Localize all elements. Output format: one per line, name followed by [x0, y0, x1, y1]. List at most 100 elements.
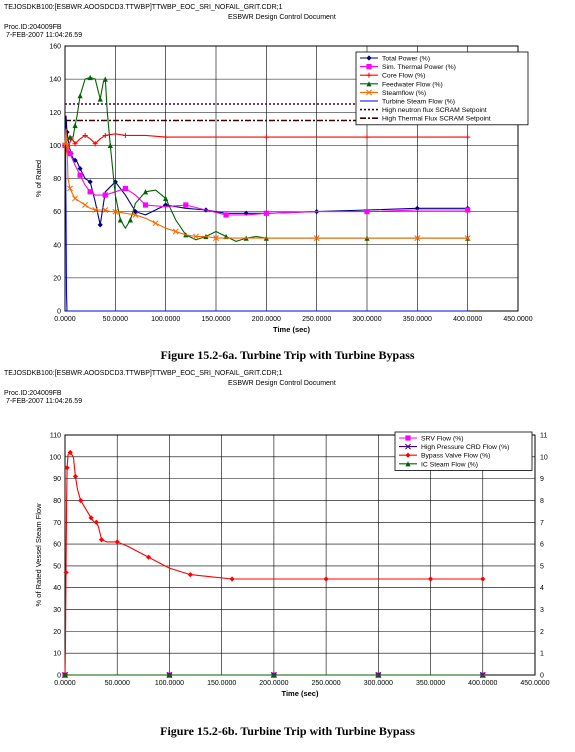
- chart-b-y-tick-label: 10: [53, 651, 61, 658]
- chart-b-y2-tick-label: 1: [540, 651, 544, 658]
- chart-a-point-steamflow: [414, 235, 421, 242]
- chart-a-point-core-flow: [364, 134, 370, 140]
- chart-a-x-tick-label: 350.0000: [403, 316, 432, 323]
- chart-a-point-feedwater-flow: [117, 217, 123, 223]
- chart-a-point-sim-thermal-power: [67, 151, 73, 157]
- chart-b-y-tick-label: 0: [57, 673, 61, 680]
- chart-a-point-steamflow: [67, 185, 73, 192]
- chart-a-point-feedwater-flow: [102, 76, 108, 82]
- chart-b-y-axis-label: % of Rated Vessel Steam Flow: [34, 503, 43, 607]
- chart-b-plot-area: [64, 434, 536, 676]
- chart-a-point-total-power: [72, 157, 78, 163]
- chart-a-y-tick-label: 0: [57, 309, 61, 316]
- chart-b-y2-tick-label: 3: [540, 607, 544, 614]
- chart-a-point-feedwater-flow: [127, 217, 134, 223]
- chart-b-point-bypass-valve-flow: [229, 576, 235, 582]
- chart-b-y-tick-label: 20: [53, 629, 61, 636]
- chart-a-point-core-flow: [465, 134, 471, 140]
- chart-a-legend-label: High Thermal Flux SCRAM Setpoint: [382, 116, 491, 123]
- chart-b-header-doc: ESBWR Design Control Document: [228, 380, 336, 387]
- chart-a-point-sim-thermal-power: [122, 185, 128, 192]
- chart-b-y2-tick-label: 2: [540, 629, 544, 636]
- chart-b-point-ic-steam-flow: [62, 672, 68, 678]
- chart-b-x-tick-label: 150.0000: [207, 680, 236, 687]
- chart-b-point-bypass-valve-flow: [145, 554, 152, 560]
- chart-a-line-sim-thermal-power: [64, 144, 468, 216]
- chart-a-point-total-power: [132, 209, 139, 215]
- chart-a-x-axis-label: Time (sec): [273, 325, 310, 334]
- chart-a-x-tick-label: 400.0000: [453, 316, 482, 323]
- chart-b-x-tick-label: 250.0000: [312, 680, 341, 687]
- chart-a-series-turbine-steam-flow: [64, 144, 468, 312]
- chart-b-y-tick-label: 30: [53, 607, 61, 614]
- chart-a-point-sim-thermal-power: [183, 202, 189, 208]
- chart-b-legend-label: SRV Flow (%): [421, 436, 464, 443]
- chart-a-y-axis-label: % of Rated: [34, 160, 43, 197]
- chart-a-y-tick-label: 20: [53, 275, 61, 282]
- chart-a-point-steamflow: [102, 207, 109, 213]
- chart-a-point-feedwater-flow: [97, 96, 103, 102]
- chart-b-y2-tick-label: 8: [540, 498, 544, 505]
- chart-b-legend-marker: [405, 461, 411, 467]
- chart-a-y-tick-label: 80: [53, 176, 61, 183]
- chart-a-point-sim-thermal-power: [263, 210, 269, 216]
- chart-a-point-sim-thermal-power: [77, 172, 83, 178]
- chart-b-point-bypass-valve-flow: [187, 572, 193, 578]
- chart-b-point-bypass-valve-flow: [323, 576, 329, 582]
- chart-a-legend-marker: [366, 72, 372, 78]
- chart-a-y-tick-label: 120: [49, 110, 61, 117]
- chart-b-x-axis-label: Time (sec): [282, 689, 319, 698]
- chart-b-legend-label: High Pressure CRD Flow (%): [421, 444, 509, 451]
- chart-b-legend-marker: [405, 435, 411, 441]
- chart-b-point-bypass-valve-flow: [67, 449, 73, 456]
- chart-b-y-tick-label: 60: [53, 542, 61, 549]
- chart-a-point-core-flow: [82, 132, 88, 139]
- chart-a-line-steamflow: [64, 128, 468, 239]
- chart-b-legend-label: IC Steam Flow (%): [421, 461, 478, 468]
- chart-b-x-tick-label: 50.0000: [105, 680, 130, 687]
- chart-a-point-total-power: [97, 222, 103, 228]
- chart-b-y-tick-label: 80: [53, 498, 61, 505]
- chart-a-legend-marker: [366, 89, 372, 96]
- chart-a-legend-label: High neutron flux SCRAM Setpoint: [382, 107, 487, 114]
- chart-a-line-turbine-steam-flow: [64, 144, 468, 312]
- chart-a-point-steamflow: [464, 235, 471, 242]
- chart-b-legend-marker: [405, 443, 411, 450]
- chart-a-point-sim-thermal-power: [465, 207, 471, 213]
- chart-a-legend-label: Turbine Steam Flow (%): [382, 99, 455, 106]
- chart-a-point-steamflow: [213, 235, 219, 242]
- chart-a-point-feedwater-flow: [142, 189, 149, 195]
- chart-b-y-tick-label: 70: [53, 520, 61, 527]
- chart-a-point-core-flow: [163, 134, 169, 140]
- chart-a-legend-label: Total Power (%): [382, 56, 430, 63]
- chart-a-point-feedwater-flow: [77, 93, 83, 99]
- chart-b-y2-tick-label: 9: [540, 476, 544, 483]
- chart-a-point-feedwater-flow: [67, 134, 73, 140]
- chart-a-series-steamflow: [62, 128, 471, 242]
- chart-a-point-steamflow: [152, 220, 159, 227]
- chart-b-header-path: TEJOSDKB100:[ESBWR.AOOSDCD3.TTWBP]TTWBP_…: [4, 370, 283, 377]
- chart-b-caption: Figure 15.2-6b. Turbine Trip with Turbin…: [160, 724, 415, 738]
- chart-b-point-bypass-valve-flow: [63, 569, 69, 576]
- chart-b-y-tick-label: 110: [50, 433, 61, 440]
- chart-a: 0 20 40 60 80 100 120 140 160 0.0000 50.0000 100.00…: [34, 44, 533, 335]
- chart-a-legend-label: Core Flow (%): [382, 73, 425, 80]
- chart-a-point-core-flow: [122, 132, 128, 139]
- chart-a-y-tick-label: 140: [49, 77, 61, 84]
- chart-a-point-steamflow: [72, 195, 79, 202]
- chart-b-legend-label: Bypass Valve Flow (%): [421, 453, 490, 460]
- chart-b-y-tick-label: 50: [53, 563, 61, 570]
- chart-a-line-core-flow: [64, 133, 468, 154]
- chart-a-point-feedwater-flow: [107, 142, 113, 148]
- chart-a-point-sim-thermal-power: [87, 189, 93, 195]
- chart-a-legend-marker: [366, 81, 372, 87]
- chart-a-point-sim-thermal-power: [364, 209, 370, 215]
- chart-a-point-sim-thermal-power: [102, 192, 108, 198]
- chart-b-x-tick-label: 200.0000: [259, 680, 288, 687]
- chart-a-y-tick-label: 40: [53, 242, 61, 249]
- chart-a-x-tick-label: 450.0000: [503, 316, 532, 323]
- chart-a-point-steamflow: [112, 208, 119, 215]
- chart-b-x-tick-label: 400.0000: [468, 680, 497, 687]
- chart-a-point-total-power: [87, 179, 93, 185]
